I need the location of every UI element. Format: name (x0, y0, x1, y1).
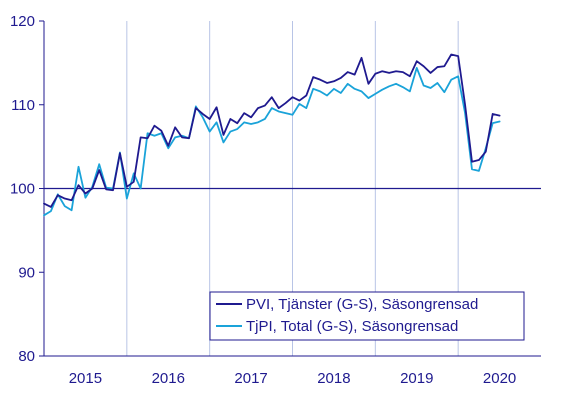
x-tick-label: 2017 (234, 370, 267, 387)
x-tick-label: 2015 (69, 370, 102, 387)
y-tick-label: 100 (10, 181, 35, 198)
y-tick-label: 90 (18, 264, 35, 281)
label-layer: 80 90 100 110 120 2015 2016 2017 2018 2019 2020 (10, 13, 516, 387)
series-line-pvi (43, 53, 501, 208)
y-tick-label: 80 (18, 348, 35, 365)
legend: PVI, Tjänster (G-S), Säsongrensad TjPI, … (209, 291, 525, 341)
x-tick-label: 2019 (400, 370, 433, 387)
legend-label-pvi: PVI, Tjänster (G-S), Säsongrensad (246, 296, 478, 313)
series-line-tjpi (43, 67, 501, 217)
axis-layer (39, 20, 541, 357)
y-tick-label: 110 (11, 97, 35, 114)
x-tick-label: 2020 (483, 370, 516, 387)
x-tick-label: 2018 (317, 370, 350, 387)
y-tick-label: 120 (10, 13, 35, 30)
series-layer (43, 53, 501, 217)
legend-box (209, 291, 525, 341)
x-tick-label: 2016 (152, 370, 185, 387)
legend-label-tjpi: TjPI, Total (G-S), Säsongrensad (246, 318, 458, 335)
